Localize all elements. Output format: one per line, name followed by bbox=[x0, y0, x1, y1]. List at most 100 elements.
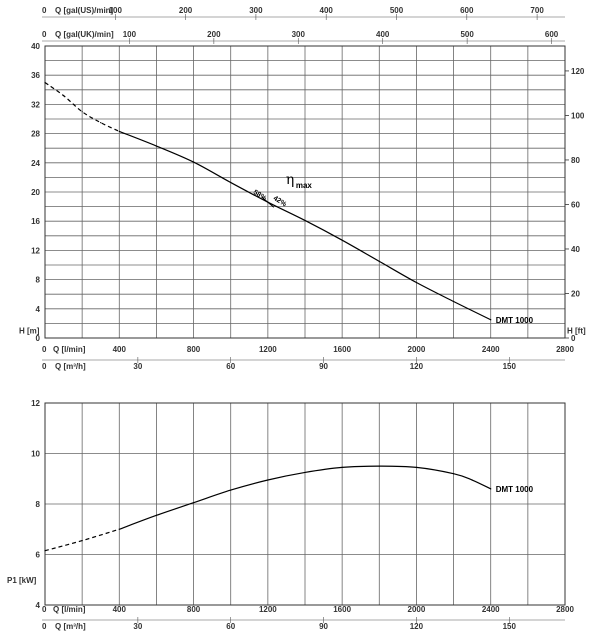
curve-data-point bbox=[155, 145, 158, 147]
y-tick-label: 10 bbox=[31, 450, 40, 459]
x-tick-label: 2400 bbox=[482, 605, 500, 614]
curve-data-point bbox=[490, 319, 492, 321]
y-tick-label: 32 bbox=[31, 100, 40, 109]
curve-data-point bbox=[378, 465, 380, 467]
curve-data-point bbox=[44, 550, 46, 552]
curve-solid-segment bbox=[119, 465, 491, 530]
right-tick-label: 60 bbox=[571, 200, 580, 209]
secondary-tick-label: 120 bbox=[410, 622, 424, 631]
curve-data-point bbox=[471, 479, 473, 481]
curve-data-point bbox=[304, 471, 306, 474]
secondary-tick-label: 200 bbox=[207, 30, 221, 39]
curve-dashed-segment bbox=[44, 82, 120, 132]
secondary-tick-label: 100 bbox=[109, 6, 123, 15]
secondary-tick-label: 60 bbox=[226, 362, 235, 371]
x-tick-label: 1200 bbox=[259, 345, 277, 354]
eta-symbol: η bbox=[286, 172, 294, 188]
secondary-axis-label: Q [gal(UK)/min] bbox=[55, 30, 114, 39]
x-axis-label: Q [l/min] bbox=[53, 345, 86, 354]
curve-data-point bbox=[155, 514, 158, 516]
secondary-axis-label: Q [gal(US)/min] bbox=[55, 6, 114, 15]
secondary-tick-label: 30 bbox=[133, 362, 142, 371]
secondary-tick-label: 30 bbox=[133, 622, 142, 631]
secondary-tick-label: 300 bbox=[292, 30, 306, 39]
x-tick-label: 1200 bbox=[259, 605, 277, 614]
y-tick-label: 16 bbox=[31, 217, 40, 226]
secondary-tick-label: 400 bbox=[320, 6, 334, 15]
right-axis-label: H [ft] bbox=[567, 327, 586, 336]
y-tick-label: 28 bbox=[31, 130, 40, 139]
curve-data-point bbox=[230, 181, 232, 184]
curve-label: DMT 1000 bbox=[496, 485, 534, 494]
secondary-tick-label: 150 bbox=[503, 362, 517, 371]
curve-data-point bbox=[452, 473, 455, 475]
secondary-axis-label: Q [m³/h] bbox=[55, 622, 86, 631]
y-tick-label: 8 bbox=[36, 276, 41, 285]
x-tick-label: 2800 bbox=[556, 345, 574, 354]
secondary-tick-label: 90 bbox=[319, 622, 328, 631]
y-tick-label: 6 bbox=[36, 551, 41, 560]
x-tick-label: 0 bbox=[42, 605, 47, 614]
y-tick-label: 24 bbox=[31, 159, 40, 168]
plot-frame bbox=[44, 402, 566, 606]
secondary-tick-label: 0 bbox=[42, 362, 47, 371]
secondary-tick-label: 90 bbox=[319, 362, 328, 371]
curve-data-point bbox=[118, 130, 120, 133]
x-tick-label: 2000 bbox=[408, 345, 426, 354]
curve-data-point bbox=[100, 122, 102, 124]
right-tick-label: 0 bbox=[571, 334, 576, 343]
secondary-tick-label: 600 bbox=[460, 6, 474, 15]
y-tick-label: 0 bbox=[36, 334, 41, 343]
y-tick-label: 4 bbox=[36, 601, 41, 610]
right-tick-label: 120 bbox=[571, 67, 585, 76]
x-tick-label: 2000 bbox=[408, 605, 426, 614]
x-tick-label: 1600 bbox=[333, 345, 351, 354]
x-tick-label: 1600 bbox=[333, 605, 351, 614]
x-tick-label: 400 bbox=[113, 605, 127, 614]
secondary-tick-label: 500 bbox=[390, 6, 404, 15]
x-tick-label: 2800 bbox=[556, 605, 574, 614]
right-tick-label: 20 bbox=[571, 289, 580, 298]
eta-subscript: max bbox=[296, 181, 313, 190]
secondary-tick-label: 400 bbox=[376, 30, 390, 39]
secondary-tick-label: 0 bbox=[42, 30, 47, 39]
plot-frame bbox=[44, 45, 566, 339]
curve-layer bbox=[44, 81, 492, 552]
secondary-tick-label: 300 bbox=[249, 6, 263, 15]
y-axis-label: P1 [kW] bbox=[7, 576, 37, 585]
grid-layer bbox=[44, 45, 566, 606]
x-tick-label: 800 bbox=[187, 345, 201, 354]
secondary-tick-label: 700 bbox=[530, 6, 544, 15]
right-tick-label: 100 bbox=[571, 111, 585, 120]
x-tick-label: 800 bbox=[187, 605, 201, 614]
curve-data-point bbox=[378, 260, 380, 262]
x-axis-label: Q [l/min] bbox=[53, 605, 86, 614]
curve-data-point bbox=[415, 466, 418, 468]
y-tick-label: 40 bbox=[31, 42, 40, 51]
y-tick-label: 20 bbox=[31, 188, 40, 197]
curve-data-point bbox=[44, 81, 46, 84]
x-tick-label: 0 bbox=[42, 345, 47, 354]
secondary-tick-label: 150 bbox=[503, 622, 517, 631]
secondary-tick-label: 0 bbox=[42, 622, 47, 631]
x-tick-label: 400 bbox=[113, 345, 127, 354]
curve-data-point bbox=[341, 466, 343, 468]
curve-data-point bbox=[192, 161, 195, 163]
y-tick-label: 4 bbox=[36, 305, 41, 314]
right-tick-label: 80 bbox=[571, 156, 580, 165]
curve-data-point bbox=[118, 528, 120, 530]
secondary-tick-label: 60 bbox=[226, 622, 235, 631]
curve-data-point bbox=[452, 300, 455, 303]
secondary-tick-label: 200 bbox=[179, 6, 193, 15]
curve-data-point bbox=[415, 281, 418, 284]
curve-data-point bbox=[341, 239, 343, 241]
curve-data-point bbox=[81, 540, 83, 542]
secondary-tick-label: 100 bbox=[123, 30, 137, 39]
y-tick-label: 12 bbox=[31, 246, 40, 255]
y-tick-label: 12 bbox=[31, 399, 40, 408]
secondary-tick-label: 500 bbox=[460, 30, 474, 39]
y-tick-label: 36 bbox=[31, 71, 40, 80]
